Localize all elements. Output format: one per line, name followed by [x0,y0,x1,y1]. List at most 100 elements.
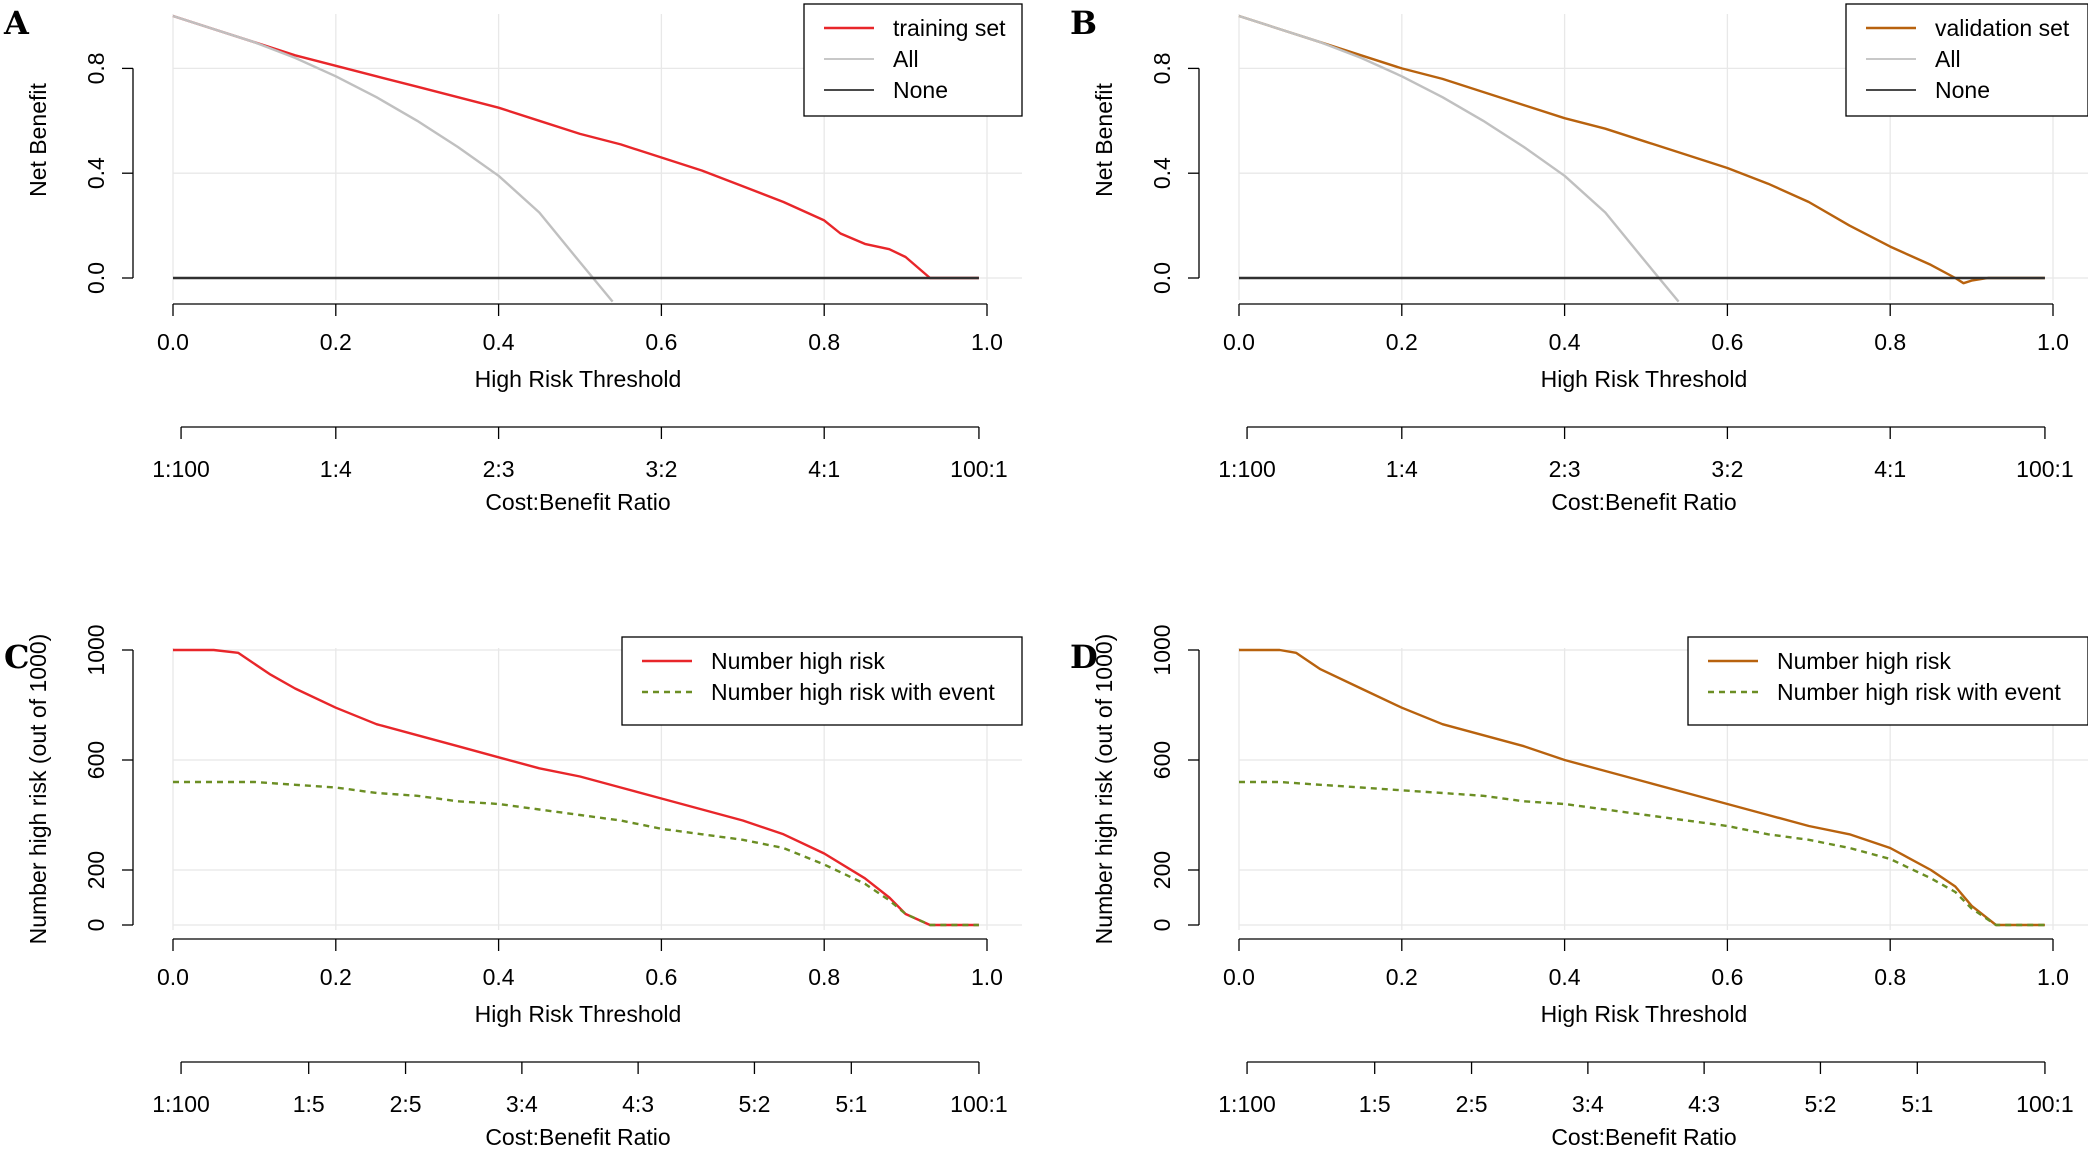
cost-benefit-tick-label: 5:2 [1804,1091,1836,1117]
cost-benefit-tick-label: 1:100 [1218,1091,1276,1117]
x-tick-label: 1.0 [971,329,1003,355]
series-group [1238,14,2045,303]
cost-benefit-tick-label: 3:4 [1572,1091,1604,1117]
x-tick-label: 0.8 [1874,329,1906,355]
cost-benefit-axis: 1:100 1:4 2:3 3:2 4:1 100:1 Cost:Benefit Ratio [152,426,1008,515]
cost-benefit-tick-label: 1:5 [293,1091,325,1117]
cost-benefit-tick-label: 4:3 [1688,1091,1720,1117]
legend-box [1687,636,2088,726]
legend-entry: validation set [1935,15,2070,41]
gridlines [172,648,1022,930]
y-tick-label: 0.8 [83,52,109,84]
y-tick-label: 0.0 [83,262,109,294]
x-tick-label: 0.0 [157,964,189,990]
cost-benefit-tick-label: 1:4 [1386,456,1418,482]
cost-benefit-tick-label: 5:1 [835,1091,867,1117]
cost-benefit-tick-label: 100:1 [2016,1091,2074,1117]
x-tick-label: 0.4 [483,964,515,990]
x-axis-title: High Risk Threshold [1541,1001,1748,1027]
x-tick-label: 0.2 [320,329,352,355]
cost-benefit-tick-label: 100:1 [950,456,1008,482]
cost-benefit-tick-label: 2:5 [390,1091,422,1117]
legend-entry: Number high risk with event [1777,679,2061,705]
cost-benefit-axis: 1:100 1:5 2:5 3:4 4:3 5:2 5:1 100:1 Cost:Benefit… [1218,1061,2074,1150]
series-line-number-high-risk [1239,648,2045,927]
x-tick-label: 0.4 [1549,329,1581,355]
panel-letter: D [1070,638,1098,676]
cost-benefit-tick-label: 4:1 [1874,456,1906,482]
x-tick-label: 0.4 [483,329,515,355]
y-tick-label: 1000 [1149,624,1175,675]
y-axis: 0.0 0.4 0.8 Net Benefit [1091,52,1200,294]
series-group [172,14,979,303]
legend-box [621,636,1023,726]
panel-D: D 0 200 600 1000 Number high risk (out of 100… [1070,624,2088,1150]
panel-letter: C [4,638,29,676]
x-tick-label: 0.0 [1223,329,1255,355]
y-axis-title: Number high risk (out of 1000) [25,634,51,945]
cost-benefit-tick-label: 100:1 [2016,456,2074,482]
y-axis: 0 200 600 1000 Number high risk (out of 1000… [1091,624,1200,945]
legend: Number high risk Number high risk with ev… [621,636,1023,726]
x-tick-label: 0.8 [808,964,840,990]
y-tick-label: 600 [1149,741,1175,779]
cost-benefit-tick-label: 3:2 [645,456,677,482]
x-axis: 0.0 0.2 0.4 0.6 0.8 1.0 High Risk Threshold [157,938,1003,1027]
x-tick-label: 0.6 [645,329,677,355]
x-tick-label: 0.2 [1386,329,1418,355]
x-tick-label: 1.0 [971,964,1003,990]
panel-C: C 0 200 600 1000 Number high risk (out of 100… [4,624,1023,1150]
x-tick-label: 0.0 [157,329,189,355]
x-tick-label: 0.0 [1223,964,1255,990]
legend-entry: All [893,46,919,72]
cost-benefit-tick-label: 2:3 [1549,456,1581,482]
legend-entry: Number high risk [1777,648,1951,674]
x-axis: 0.0 0.2 0.4 0.6 0.8 1.0 High Risk Threshold [1223,938,2069,1027]
x-axis-title: High Risk Threshold [1541,366,1748,392]
cost-benefit-tick-label: 100:1 [950,1091,1008,1117]
cost-benefit-tick-label: 3:4 [506,1091,538,1117]
y-tick-label: 1000 [83,624,109,675]
y-axis-title: Net Benefit [1091,83,1117,197]
legend-entry: Number high risk [711,648,885,674]
x-axis-title: High Risk Threshold [475,1001,682,1027]
series-line-validation-set [1238,14,2045,285]
x-tick-label: 0.8 [1874,964,1906,990]
legend-entry: All [1935,46,1961,72]
legend-entry: Number high risk with event [711,679,995,705]
cost-benefit-tick-label: 2:3 [483,456,515,482]
y-tick-label: 0.4 [1149,157,1175,189]
cost-benefit-tick-label: 1:5 [1359,1091,1391,1117]
cost-benefit-tick-label: 4:1 [808,456,840,482]
legend-box [803,3,1023,117]
series-line-all [1238,14,1680,303]
y-tick-label: 0.8 [1149,52,1175,84]
y-tick-label: 0.4 [83,157,109,189]
x-tick-label: 0.8 [808,329,840,355]
cost-benefit-axis: 1:100 1:5 2:5 3:4 4:3 5:2 5:1 100:1 Cost:Benefit… [152,1061,1008,1150]
y-tick-label: 200 [83,851,109,889]
cost-benefit-tick-label: 5:2 [738,1091,770,1117]
cost-benefit-tick-label: 5:1 [1901,1091,1933,1117]
y-axis-title: Number high risk (out of 1000) [1091,634,1117,945]
series-line-number-high-risk-with-event [1239,780,2045,927]
cost-benefit-tick-label: 1:100 [1218,456,1276,482]
legend-entry: None [1935,77,1990,103]
gridlines [1238,14,2088,300]
x-tick-label: 0.2 [320,964,352,990]
x-tick-label: 0.2 [1386,964,1418,990]
x-axis-title: High Risk Threshold [475,366,682,392]
cost-benefit-tick-label: 1:100 [152,456,210,482]
x-axis: 0.0 0.2 0.4 0.6 0.8 1.0 High Risk Threshold [157,303,1003,392]
y-axis: 0 200 600 1000 Number high risk (out of 1000… [25,624,134,945]
x-tick-label: 0.6 [1711,964,1743,990]
panel-A: A 0.0 0.4 0.8 Net Benefit 0.0 0.2 0.4 0.6 0.8 1.0 H… [3,3,1023,515]
cost-benefit-tick-label: 3:2 [1711,456,1743,482]
y-axis: 0.0 0.4 0.8 Net Benefit [25,52,134,294]
cost-benefit-axis-title: Cost:Benefit Ratio [485,489,670,515]
x-tick-label: 1.0 [2037,964,2069,990]
legend-entry: None [893,77,948,103]
y-tick-label: 0.0 [1149,262,1175,294]
panel-B: B 0.0 0.4 0.8 Net Benefit 0.0 0.2 0.4 0.6 0.8 1.0 H… [1070,3,2088,515]
